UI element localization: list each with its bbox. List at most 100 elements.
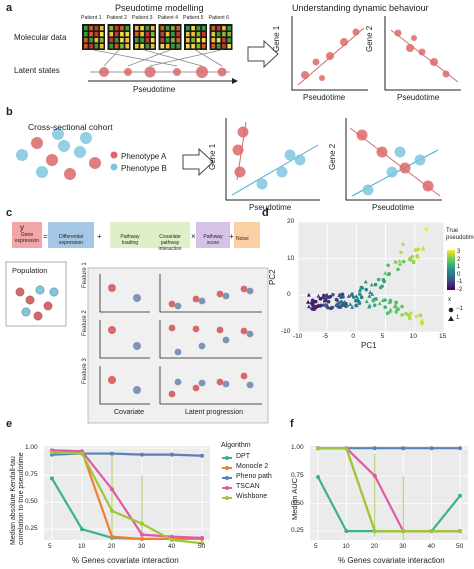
pca-point [397,258,402,263]
patient-label: Patient 2 [106,15,127,21]
heatmap-cell [165,26,170,31]
patient-link [103,49,120,67]
pca-point [408,311,413,316]
heatmap-cell [191,32,195,37]
heatmap-block [107,24,131,50]
pca-point [339,295,343,299]
feature-1-label: Feature 1 [82,262,88,288]
pca-point [367,304,372,309]
pca-point [394,310,399,314]
latent-cell [246,381,254,389]
panel-b-point [414,154,426,166]
patient-label: Patient 3 [132,15,153,21]
pca-point [381,278,386,282]
heatmap-cell [84,32,88,37]
heatmap-cell [160,26,165,31]
heatmap-cell [222,44,226,49]
chart-ytick: 0.75 [25,471,38,479]
series-point [140,452,144,457]
true-pseudotime-legend-title: True pseudotime [446,228,474,241]
heatmap-cell [186,44,190,49]
pca-point [364,287,369,292]
latent-state-circle [99,67,109,77]
panel-c-label: c [6,207,13,219]
pca-point [401,242,406,246]
cohort-cell [58,140,70,152]
pca-xtick: 15 [439,333,447,340]
panel-e-ylabel: Median absolute Kendall-tau correlation … [10,452,25,545]
eq-plus-1: + [97,232,102,241]
pca-point [387,300,392,304]
heatmap-cell [165,38,170,43]
series-point [200,535,204,540]
heatmap-cell [160,44,165,49]
series-point [80,451,84,456]
panel-b-gene1: Gene 1 [208,143,217,170]
covariate-label: Covariate [114,409,144,416]
heatmap-cell [165,32,170,37]
heatmap-cell [125,38,129,43]
heatmap-block [158,24,182,50]
latent-cell [174,348,182,356]
colorbar-tick: 2 [457,256,461,263]
gene1-point [301,71,309,79]
pca-point [315,304,320,309]
cross-sectional-cohort-label: Cross-sectional cohort [28,122,113,132]
eq-plus-2: + [229,232,234,241]
series-point [458,493,462,498]
panel-b-point [356,129,368,141]
heatmap-block [209,24,233,50]
phenotype-b-swatch [110,163,118,171]
pca-xtick: 0 [351,333,356,340]
colorbar-tick: 1 [457,264,461,271]
heatmap-cell [160,32,165,37]
chart-background [44,446,210,540]
series-point [458,529,462,534]
pca-point [316,293,321,298]
covariate-cell [133,386,141,394]
heatmap-cell [89,32,93,37]
gene1-point [326,52,334,60]
latent-cell [198,342,206,350]
heatmap-cell [89,44,93,49]
heatmap-cell [171,26,175,31]
covariate-cell [108,284,116,292]
pca-point [407,313,412,318]
heatmap-cell [99,32,104,37]
pca-point [318,304,322,308]
panel-b-label: b [6,106,13,118]
pca-point [344,301,348,306]
panel-c-graphics [5,222,269,424]
heatmap-cell [109,32,114,37]
series-point [200,453,204,458]
panel-b-pseudotime-1: Pseudotime [249,203,292,212]
heatmap-cell [120,32,124,37]
heatmap-cell [211,26,216,31]
heatmap-cell [99,26,104,31]
gene1-point [319,75,325,81]
pca-point [383,305,387,309]
cohort-cell [46,154,58,166]
pca-point [410,255,415,259]
pca-point [355,296,360,301]
heatmap-cell [114,38,119,43]
cohort-cell [36,166,48,178]
heatmap-cell [191,38,195,43]
population-cell [35,285,45,295]
population-cell [43,301,53,311]
pca-point [306,292,311,297]
chart-xtick: 40 [168,543,176,550]
latent-cell [216,326,224,334]
understanding-title: Understanding dynamic behaviour [292,3,429,13]
heatmap-cell [150,26,155,31]
heatmap-cell [145,32,150,37]
gene1-axis-label: Gene 1 [272,25,281,52]
chart-xtick: 30 [399,543,407,550]
chart-ytick: 0.50 [291,499,304,507]
colorbar [447,250,455,290]
heatmap-cell [201,26,206,31]
population-label: Population [12,266,48,275]
series-point [200,541,204,546]
heatmap-cell [186,38,190,43]
heatmap-cell [211,32,216,37]
